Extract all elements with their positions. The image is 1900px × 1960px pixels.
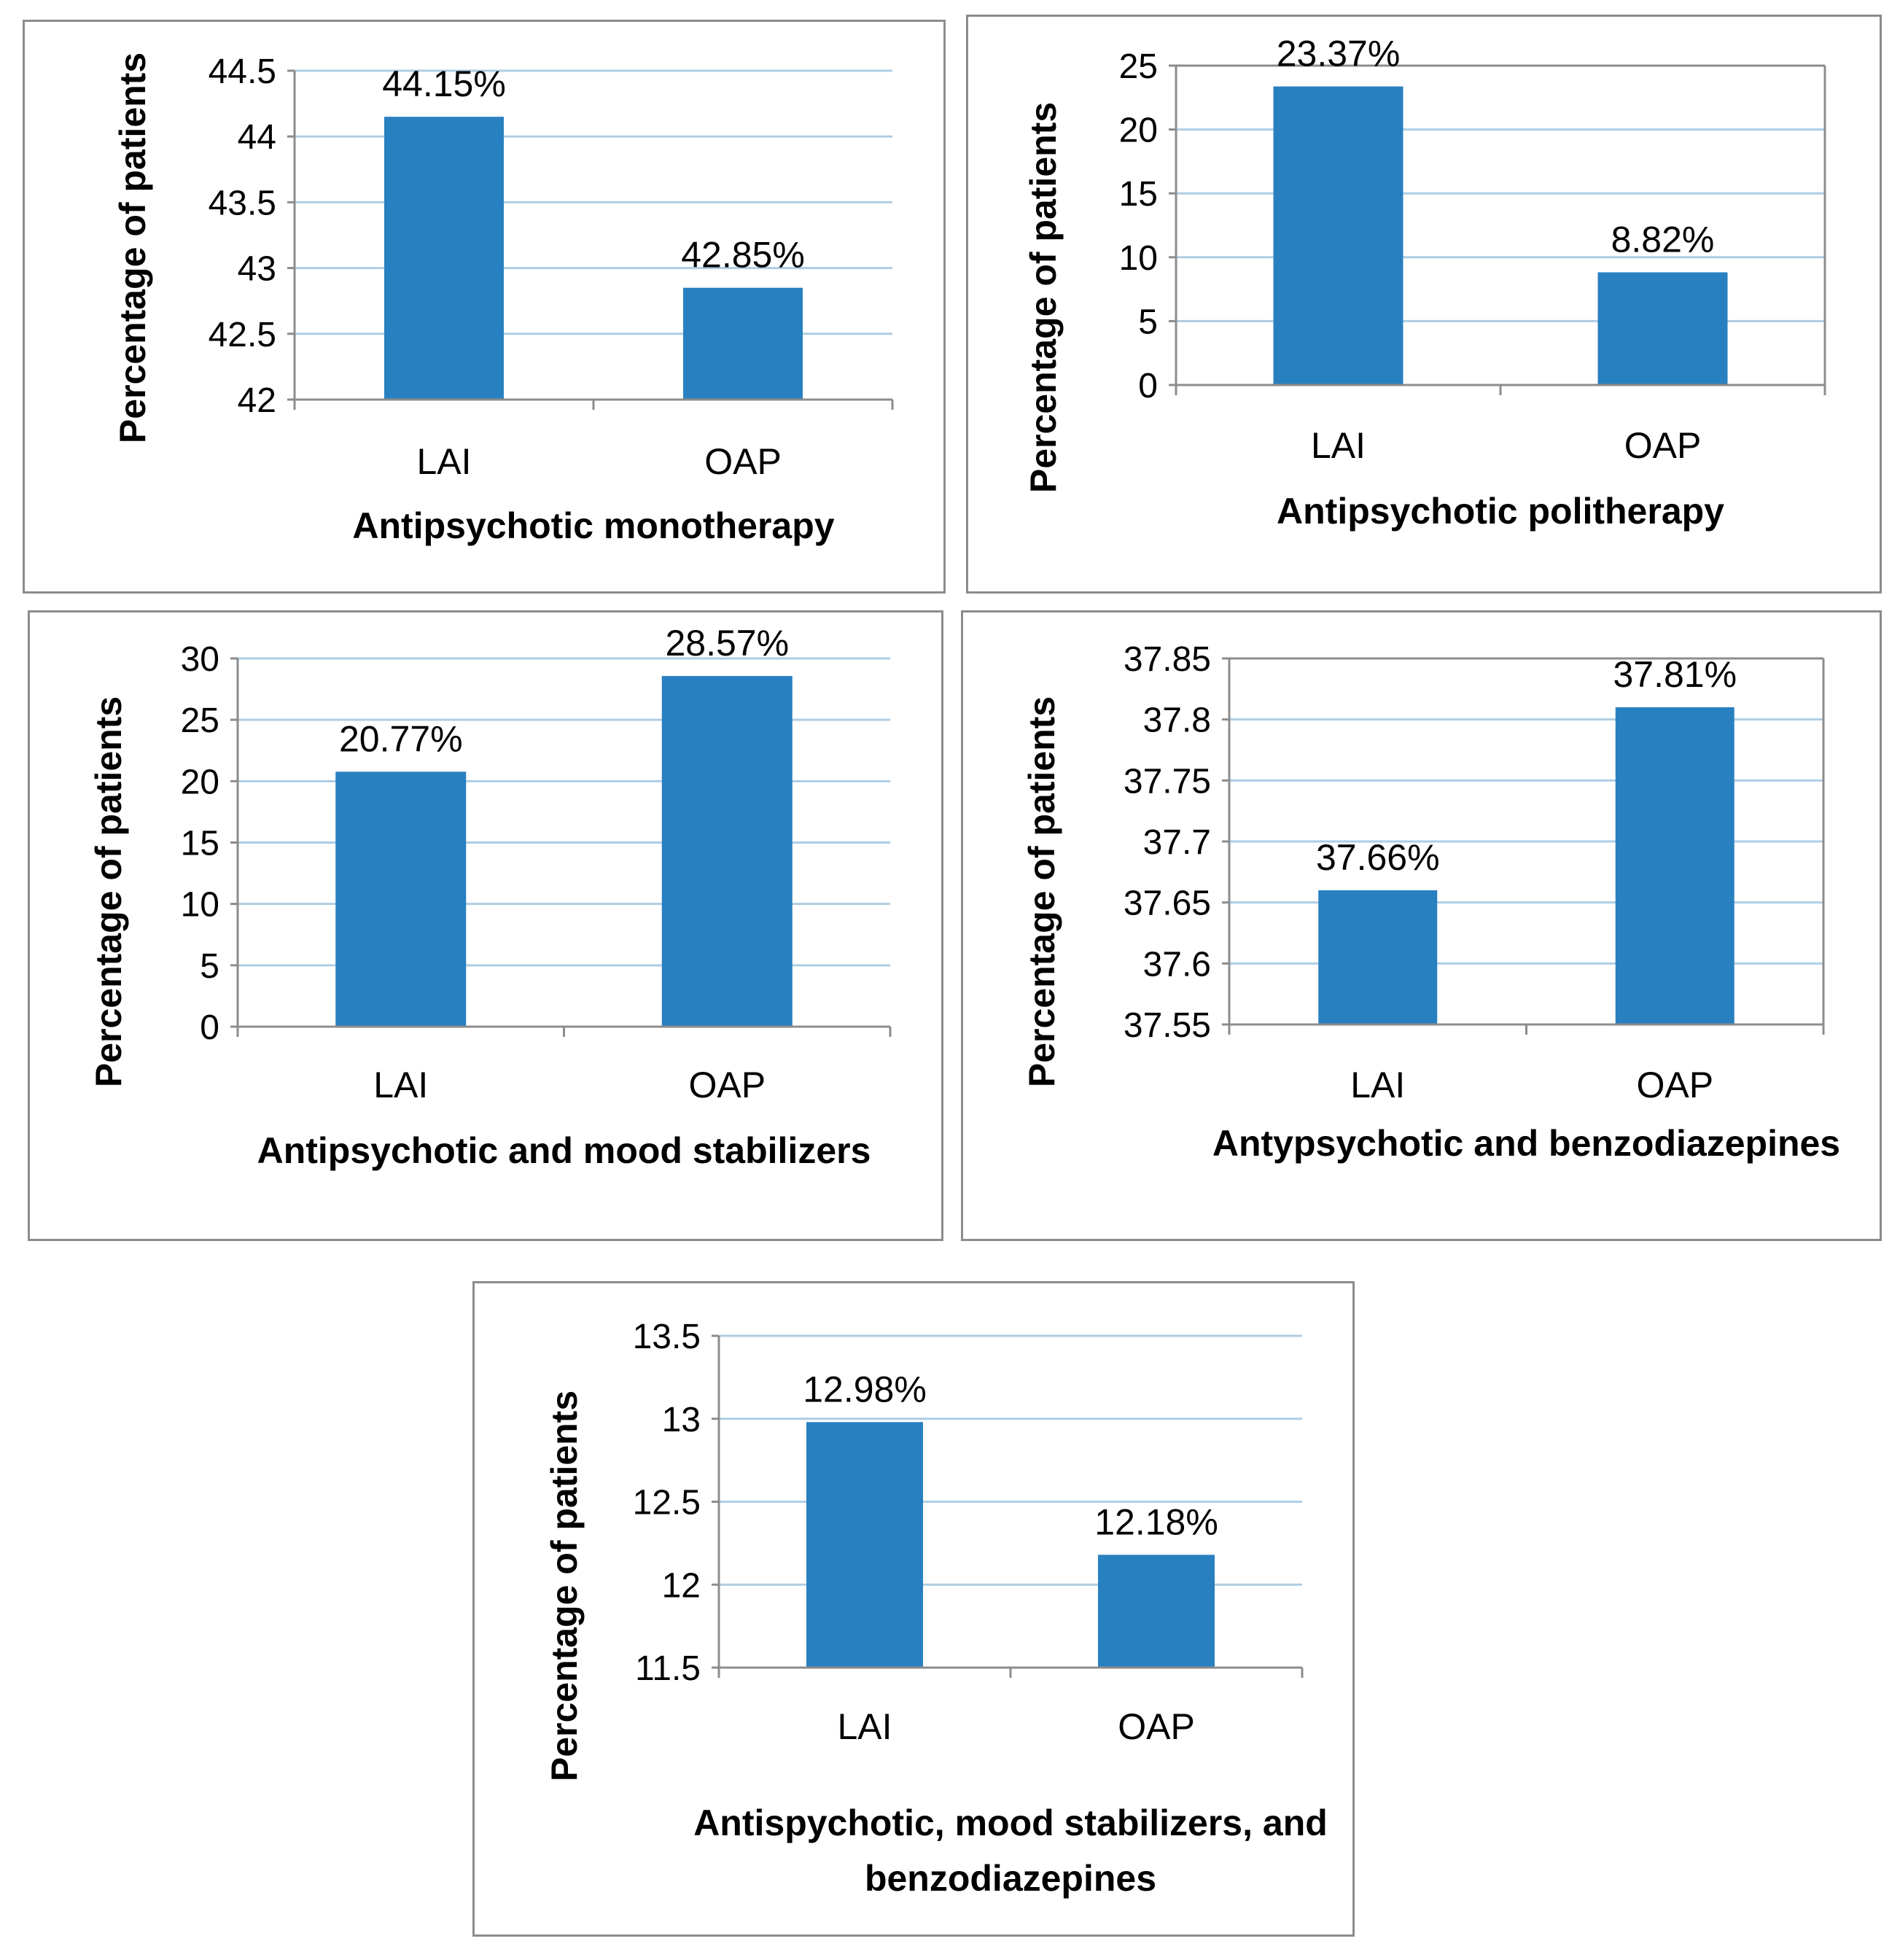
y-tick-label: 37.65: [1124, 884, 1211, 923]
bar-oap: [683, 287, 803, 400]
x-axis-title: Antipsychotic and mood stabilizers: [257, 1130, 871, 1171]
bar-oap: [661, 676, 793, 1027]
y-tick-label: 42.5: [209, 316, 276, 354]
bar-lai: [384, 117, 504, 400]
data-label: 20.77%: [339, 718, 463, 759]
chart-panel-politherapy: 0 5 10 15 20 25 23.37% LAI 8.82% OAP Percentage of…: [966, 15, 1882, 594]
y-tick-label: 20: [1119, 112, 1158, 150]
y-tick-label: 10: [181, 886, 219, 925]
bar-chart: 37.55 37.6 37.65 37.7 37.75 37.8 37.85 37.66% LA…: [1021, 640, 1840, 1164]
y-tick-label: 37.7: [1143, 823, 1211, 862]
bar-chart: 0 5 10 15 20 25 30 20.77% LAI 28.57% OAP Percentage…: [88, 623, 892, 1171]
y-tick-label: 37.6: [1143, 945, 1211, 984]
y-tick-label: 30: [181, 640, 219, 679]
bar-lai: [806, 1422, 923, 1668]
y-tick-label: 0: [200, 1008, 219, 1047]
y-tick-label: 12.5: [633, 1484, 701, 1522]
data-label: 8.82%: [1611, 219, 1715, 260]
bar-chart: 42 42.5 43 43.5 44 44.5 44.15% LAI 42.85% OAP Perc…: [112, 52, 894, 546]
bar-lai: [1318, 890, 1438, 1024]
y-tick-label: 43: [238, 250, 276, 289]
x-category-label: OAP: [1624, 425, 1702, 466]
chart-panel-mood-stabilizers: 0 5 10 15 20 25 30 20.77% LAI 28.57% OAP Percentage…: [28, 610, 943, 1241]
y-tick-label: 13.5: [633, 1318, 701, 1356]
y-tick-label: 37.75: [1124, 762, 1211, 801]
y-tick-label: 42: [238, 381, 276, 420]
data-label: 37.66%: [1316, 837, 1440, 878]
chart-panel-monotherapy: 42 42.5 43 43.5 44 44.5 44.15% LAI 42.85% OAP Perc…: [23, 20, 946, 594]
x-category-label: OAP: [688, 1065, 766, 1105]
x-axis-title: Antispychotic, mood stabilizers, and: [693, 1802, 1328, 1843]
y-tick-label: 44.5: [209, 52, 276, 91]
data-label: 42.85%: [681, 235, 805, 276]
y-tick-label: 5: [1138, 303, 1158, 341]
bar-lai: [335, 771, 467, 1027]
y-tick-label: 0: [1138, 367, 1158, 405]
bar-lai: [1273, 86, 1403, 385]
y-tick-label: 20: [181, 763, 219, 801]
bar-oap: [1615, 707, 1734, 1024]
y-tick-label: 37.8: [1143, 701, 1211, 740]
y-axis-title: Percentage of patients: [112, 52, 153, 443]
x-category-label: LAI: [1350, 1065, 1405, 1105]
y-tick-label: 11.5: [635, 1649, 701, 1688]
data-label: 37.81%: [1613, 654, 1737, 695]
x-axis-title: Antipsychotic politherapy: [1277, 491, 1724, 532]
data-label: 44.15%: [382, 63, 506, 104]
x-category-label: OAP: [704, 441, 782, 482]
y-axis-title: Percentage of patients: [1023, 102, 1064, 493]
y-tick-label: 44: [238, 118, 276, 157]
data-label: 12.98%: [803, 1369, 927, 1409]
data-label: 12.18%: [1094, 1501, 1218, 1542]
x-axis-title: Antipsychotic monotherapy: [352, 505, 834, 546]
y-axis-title: Percentage of patients: [1021, 696, 1062, 1087]
x-category-label: OAP: [1118, 1706, 1195, 1747]
y-tick-label: 25: [181, 701, 219, 740]
x-category-label: LAI: [416, 441, 471, 482]
data-label: 28.57%: [665, 623, 789, 664]
chart-panel-combined: 11.5 12 12.5 13 13.5 12.98% LAI 12.18% OAP Percen…: [472, 1281, 1355, 1937]
y-tick-label: 5: [200, 947, 219, 986]
y-tick-label: 12: [662, 1566, 701, 1605]
y-tick-label: 43.5: [209, 184, 276, 222]
y-tick-label: 15: [181, 825, 219, 863]
x-category-label: LAI: [837, 1706, 892, 1747]
x-axis-title: benzodiazepines: [865, 1858, 1156, 1899]
y-tick-label: 10: [1119, 239, 1158, 278]
bar-oap: [1597, 272, 1728, 385]
chart-panel-benzodiazepines: 37.55 37.6 37.65 37.7 37.75 37.8 37.85 37.66% LA…: [961, 610, 1882, 1241]
y-tick-label: 13: [662, 1401, 701, 1439]
x-category-label: LAI: [1311, 425, 1366, 466]
y-tick-label: 37.85: [1124, 640, 1211, 679]
y-tick-label: 25: [1119, 47, 1158, 86]
x-category-label: OAP: [1636, 1065, 1713, 1105]
data-label: 23.37%: [1277, 34, 1401, 74]
y-axis-title: Percentage of patients: [88, 696, 129, 1087]
x-category-label: LAI: [373, 1065, 428, 1105]
x-axis-title: Antypsychotic and benzodiazepines: [1212, 1123, 1840, 1164]
bar-chart: 0 5 10 15 20 25 23.37% LAI 8.82% OAP Percentage of…: [1023, 34, 1826, 532]
y-tick-label: 15: [1119, 175, 1158, 214]
y-tick-label: 37.55: [1124, 1006, 1211, 1045]
y-axis-title: Percentage of patients: [544, 1391, 585, 1781]
bar-oap: [1098, 1555, 1215, 1668]
bar-chart: 11.5 12 12.5 13 13.5 12.98% LAI 12.18% OAP Percen…: [544, 1318, 1328, 1899]
